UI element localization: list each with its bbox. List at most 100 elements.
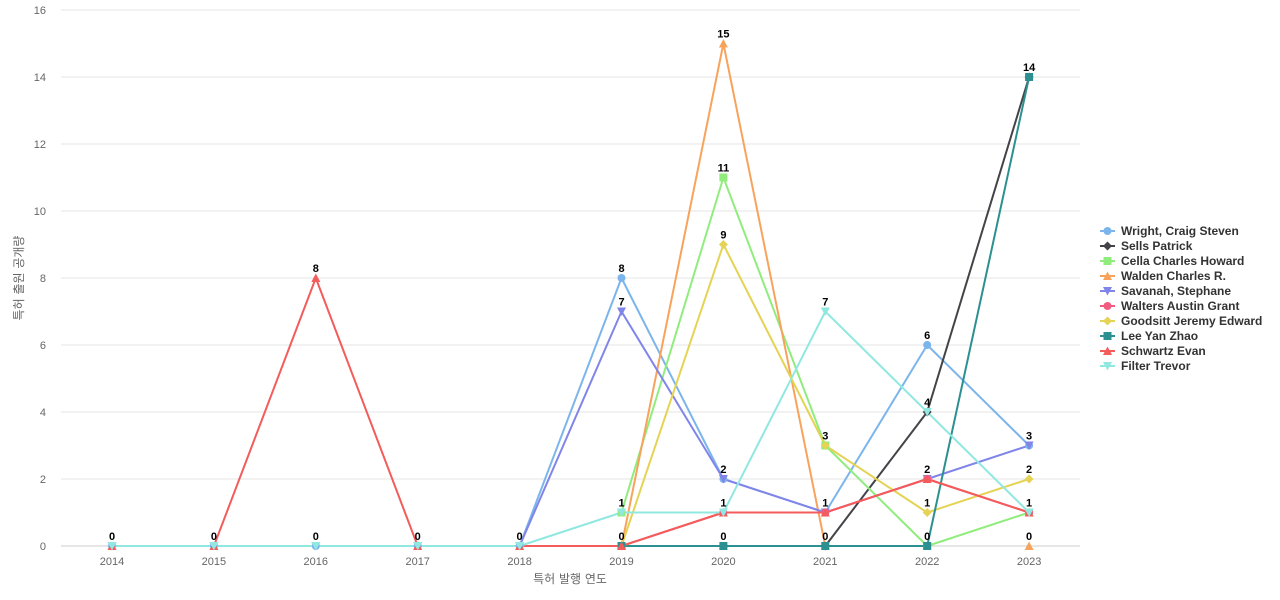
- legend-label: Walters Austin Grant: [1121, 299, 1239, 313]
- data-label: 11: [718, 163, 730, 175]
- data-label: 0: [211, 531, 217, 543]
- data-point: [820, 307, 830, 316]
- data-label: 0: [1026, 531, 1032, 543]
- legend-marker: [1103, 362, 1112, 371]
- legend-label: Cella Charles Howard: [1121, 254, 1244, 268]
- legend-marker: [1103, 227, 1112, 235]
- data-label: 0: [924, 531, 930, 543]
- y-axis-ticks: 0 2 4 6 8 10 12 14 16: [34, 5, 46, 553]
- y-tick-label: 2: [40, 474, 46, 486]
- data-label: 0: [517, 531, 523, 543]
- x-tick-label: 2022: [915, 556, 939, 568]
- legend-marker: [1103, 346, 1112, 355]
- legend-label: Lee Yan Zhao: [1121, 329, 1198, 343]
- data-label: 3: [822, 431, 828, 443]
- legend-label: Filter Trevor: [1121, 359, 1191, 373]
- data-point: [209, 542, 219, 551]
- data-point: [107, 542, 117, 551]
- legend-item[interactable]: Walden Charles R.: [1100, 269, 1226, 283]
- legend-item[interactable]: Wright, Craig Steven: [1100, 224, 1239, 238]
- legend-marker: [1103, 332, 1112, 340]
- y-tick-label: 16: [34, 5, 46, 17]
- x-tick-label: 2018: [507, 556, 531, 568]
- grid-lines: [61, 9, 1080, 547]
- data-label: 14: [1023, 62, 1036, 74]
- data-label: 1: [720, 498, 726, 510]
- data-point: [617, 508, 626, 517]
- legend-item[interactable]: Sells Patrick: [1100, 239, 1193, 253]
- x-tick-label: 2017: [405, 556, 429, 568]
- data-label: 15: [717, 29, 729, 41]
- data-point: [821, 542, 830, 550]
- data-label: 0: [720, 531, 726, 543]
- legend-marker: [1103, 241, 1112, 251]
- data-point: [923, 542, 932, 550]
- legend-item[interactable]: Goodsitt Jeremy Edward: [1100, 314, 1262, 328]
- data-label: 4: [924, 397, 931, 409]
- y-tick-label: 10: [34, 206, 46, 218]
- legend-item[interactable]: Filter Trevor: [1100, 359, 1191, 373]
- data-point: [820, 441, 830, 450]
- y-tick-label: 12: [34, 139, 46, 151]
- data-point: [923, 341, 932, 349]
- data-label: 7: [822, 297, 828, 309]
- data-label: 0: [313, 531, 319, 543]
- data-point: [1024, 541, 1034, 550]
- data-point: [718, 240, 728, 249]
- data-point: [1024, 474, 1034, 484]
- data-point: [1024, 508, 1034, 517]
- data-point: [922, 508, 932, 517]
- x-axis-title: 특허 발행 연도: [533, 571, 607, 586]
- legend-label: Goodsitt Jeremy Edward: [1121, 314, 1262, 328]
- legend-item[interactable]: Lee Yan Zhao: [1100, 329, 1198, 343]
- x-tick-label: 2015: [202, 556, 226, 568]
- series-line-filter-trevor: [111, 310, 1031, 547]
- data-label: 0: [109, 531, 115, 543]
- data-labels: 0 0 0 8 0 0 8 7 1 0 15 11 9 2 1 0 7 3 1 0 6 4 2 1 0 14 3 2 1 0: [109, 29, 1036, 544]
- y-axis-title: 특허 출원 공개량: [12, 236, 26, 321]
- x-tick-label: 2020: [711, 556, 735, 568]
- legend-label: Wright, Craig Steven: [1121, 224, 1239, 238]
- data-label: 2: [924, 464, 930, 476]
- x-tick-label: 2016: [304, 556, 328, 568]
- data-label: 8: [313, 263, 319, 275]
- data-label: 7: [618, 297, 624, 309]
- data-point: [922, 474, 932, 483]
- data-point: [413, 542, 423, 551]
- legend-marker: [1103, 257, 1112, 265]
- data-point: [820, 508, 830, 517]
- legend-item[interactable]: Walters Austin Grant: [1100, 299, 1239, 313]
- legend-item[interactable]: Cella Charles Howard: [1100, 254, 1244, 268]
- legend-label: Savanah, Stephane: [1121, 284, 1231, 298]
- y-tick-label: 6: [40, 340, 46, 352]
- legend-marker: [1103, 316, 1112, 326]
- x-tick-label: 2019: [609, 556, 633, 568]
- legend-label: Schwartz Evan: [1121, 344, 1206, 358]
- data-label: 2: [720, 464, 726, 476]
- legend-marker: [1103, 287, 1112, 296]
- data-point: [718, 39, 728, 48]
- data-label: 1: [1026, 498, 1032, 510]
- data-point: [617, 307, 626, 316]
- x-tick-label: 2014: [100, 556, 124, 568]
- series-lines: [111, 44, 1031, 547]
- y-tick-label: 14: [34, 72, 46, 84]
- data-label: 1: [618, 498, 624, 510]
- data-label: 2: [1026, 464, 1032, 476]
- data-label: 0: [618, 531, 624, 543]
- data-point: [311, 542, 321, 551]
- series-line-walden-charles-r: [622, 44, 1030, 547]
- data-label: 6: [924, 330, 930, 342]
- y-tick-label: 0: [40, 541, 46, 553]
- x-axis-ticks: 2014 2015 2016 2017 2018 2019 2020 2021 2022 2023: [100, 556, 1042, 568]
- legend-item[interactable]: Savanah, Stephane: [1100, 284, 1231, 298]
- data-point: [617, 541, 626, 550]
- legend-item[interactable]: Schwartz Evan: [1100, 344, 1206, 358]
- data-label: 0: [822, 531, 828, 543]
- data-point: [617, 274, 626, 282]
- data-point: [1025, 73, 1034, 81]
- x-tick-label: 2023: [1017, 556, 1041, 568]
- data-label: 3: [1026, 431, 1032, 443]
